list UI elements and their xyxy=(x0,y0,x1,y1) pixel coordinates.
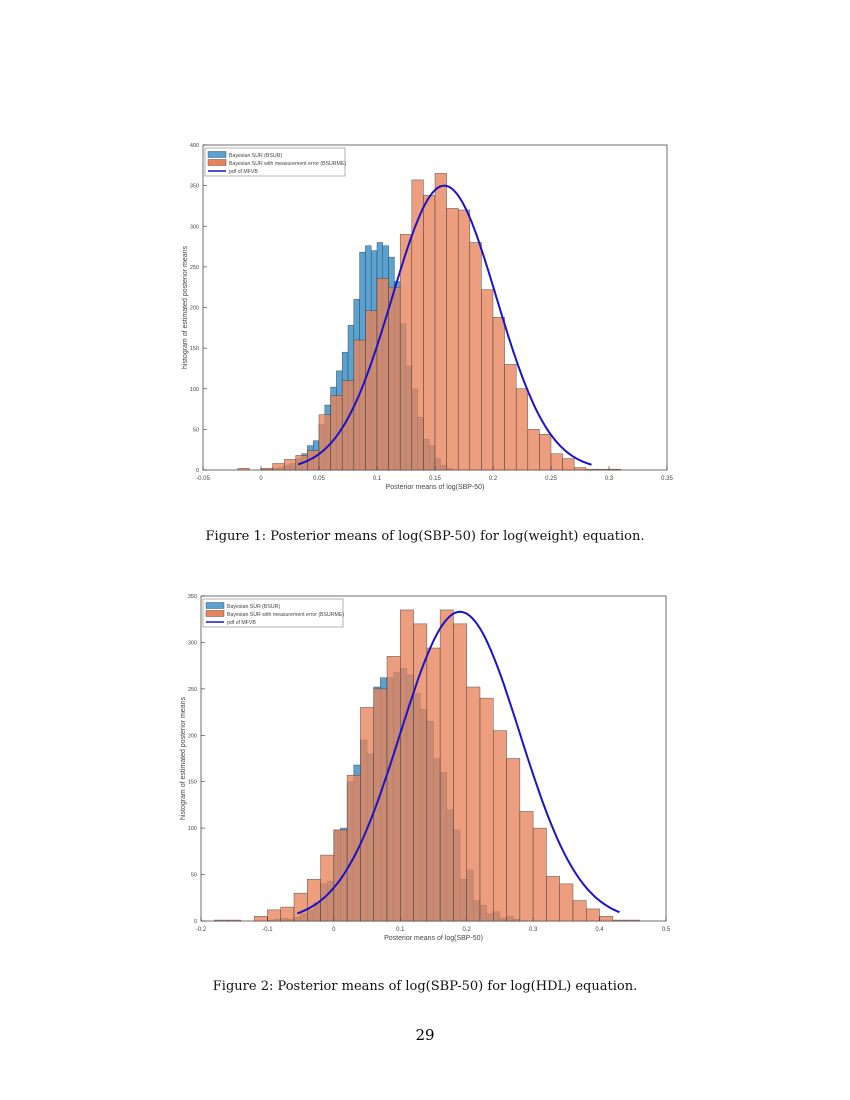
legend-swatch xyxy=(205,610,225,617)
x-tick-label: 0 xyxy=(332,927,336,933)
y-tick-label: 50 xyxy=(191,873,197,879)
bsurme-bar xyxy=(360,707,374,922)
figure-2-chart: -0.2 -0.1 0 0.1 0.2 0.3 0.4 0.5 0 50 100 150 200 250 3… xyxy=(180,594,671,942)
bsurme-bar xyxy=(293,892,308,922)
x-tick-label: 0.2 xyxy=(463,927,472,933)
y-tick-label: 100 xyxy=(188,826,197,832)
bsurme-bar xyxy=(253,916,268,922)
y-tick-label: 50 xyxy=(193,427,199,433)
x-tick-label: 0.3 xyxy=(605,476,614,482)
x-tick-label: 0.15 xyxy=(429,476,441,482)
bsurme-bar xyxy=(227,919,242,922)
y-tick-label: 400 xyxy=(190,143,199,149)
bsurme-bar xyxy=(612,919,627,922)
x-tick-label: 0.05 xyxy=(313,476,325,482)
legend-label: Bayesian SUR with measurement error (BSU… xyxy=(229,161,346,167)
x-tick-label: 0.5 xyxy=(662,927,671,933)
x-tick-label: 0.25 xyxy=(545,476,557,482)
bsurme-bar xyxy=(237,468,250,471)
y-tick-label: 100 xyxy=(190,387,199,393)
bsurme-bar xyxy=(572,900,587,922)
bsurme-bar xyxy=(453,623,467,922)
bsurme-bar xyxy=(562,458,575,471)
bsurme-bar xyxy=(599,916,614,922)
x-tick-label: -0.2 xyxy=(196,927,207,933)
x-axis-label: Posterior means of log(SBP-50) xyxy=(384,935,483,942)
bsurme-bar xyxy=(307,878,321,922)
y-tick-label: 150 xyxy=(188,780,197,786)
bsurme-bar xyxy=(546,876,560,922)
x-tick-label: 0.3 xyxy=(529,927,538,933)
x-tick-label: 0.1 xyxy=(396,927,405,933)
y-tick-label: 200 xyxy=(188,733,197,739)
bsurme-bar xyxy=(267,909,281,922)
bsurme-bar xyxy=(539,434,552,471)
x-tick-label: 0.2 xyxy=(489,476,498,482)
legend-label: pdf of MFVB xyxy=(229,169,258,175)
page-number: 29 xyxy=(415,1026,435,1044)
figure-1-caption: Figure 1: Posterior means of log(SBP-50)… xyxy=(205,529,645,544)
pdf-curve xyxy=(296,610,620,915)
y-tick-label: 300 xyxy=(188,640,197,646)
x-tick-label: -0.1 xyxy=(262,927,273,933)
legend-label: Bayesian SUR with measurement error (BSU… xyxy=(227,612,344,618)
x-tick-label: 0.4 xyxy=(595,927,604,933)
legend-swatch xyxy=(207,159,227,166)
legend xyxy=(204,147,346,177)
y-axis-label: histogram of estimated posterior means xyxy=(182,246,189,369)
bsurme-bar xyxy=(426,647,441,922)
x-tick-label: 0 xyxy=(259,476,263,482)
x-tick-label: -0.05 xyxy=(196,476,210,482)
legend-label: pdf of MFVB xyxy=(227,620,256,626)
bsurme-bar xyxy=(333,829,348,922)
bsurme-bar xyxy=(280,906,295,922)
y-tick-label: 150 xyxy=(190,346,199,352)
legend-swatch xyxy=(207,151,227,158)
legend xyxy=(202,598,344,628)
bsurme-bar xyxy=(625,919,640,922)
y-tick-label: 0 xyxy=(194,919,197,925)
bsurme-bar xyxy=(586,908,600,922)
bsurme-bar xyxy=(439,609,454,922)
y-tick-label: 0 xyxy=(196,468,199,474)
y-tick-label: 200 xyxy=(190,306,199,312)
y-axis-label: histogram of estimated posterior means xyxy=(180,697,187,820)
figure-2-caption: Figure 2: Posterior means of log(SBP-50)… xyxy=(212,979,638,994)
legend-swatch xyxy=(205,602,225,609)
bsurme-bar xyxy=(413,623,428,922)
bsurme-bar xyxy=(573,467,587,471)
pdf-curve xyxy=(297,184,592,466)
bsurme-bar xyxy=(506,758,521,922)
y-tick-label: 250 xyxy=(190,265,199,271)
y-tick-label: 250 xyxy=(188,687,197,693)
bsurme-bar xyxy=(386,656,401,922)
legend-label: Bayesian SUR (BSUR) xyxy=(229,153,282,159)
bsurme-bar xyxy=(519,811,534,922)
x-tick-label: 0.35 xyxy=(661,476,673,482)
bsurme-bar xyxy=(479,697,494,922)
x-axis-label: Posterior means of log(SBP-50) xyxy=(386,484,485,491)
y-tick-label: 300 xyxy=(190,224,199,230)
bsurme-bar xyxy=(493,730,507,922)
bsurme-bar xyxy=(532,827,547,922)
bsurme-bar xyxy=(400,609,414,922)
bsurme-bar xyxy=(559,883,574,922)
figure-1-chart: -0.05 0 0.05 0.1 0.15 0.2 0.25 0.3 0.35 0 50 100 150… xyxy=(182,143,673,491)
bsurme-bar xyxy=(320,854,335,922)
bsurme-bar xyxy=(466,686,481,922)
legend-label: Bayesian SUR (BSUR) xyxy=(227,604,280,610)
y-tick-label: 350 xyxy=(190,184,199,190)
x-tick-label: 0.1 xyxy=(373,476,382,482)
y-tick-label: 350 xyxy=(188,594,197,600)
bsurme-bar xyxy=(214,919,228,922)
